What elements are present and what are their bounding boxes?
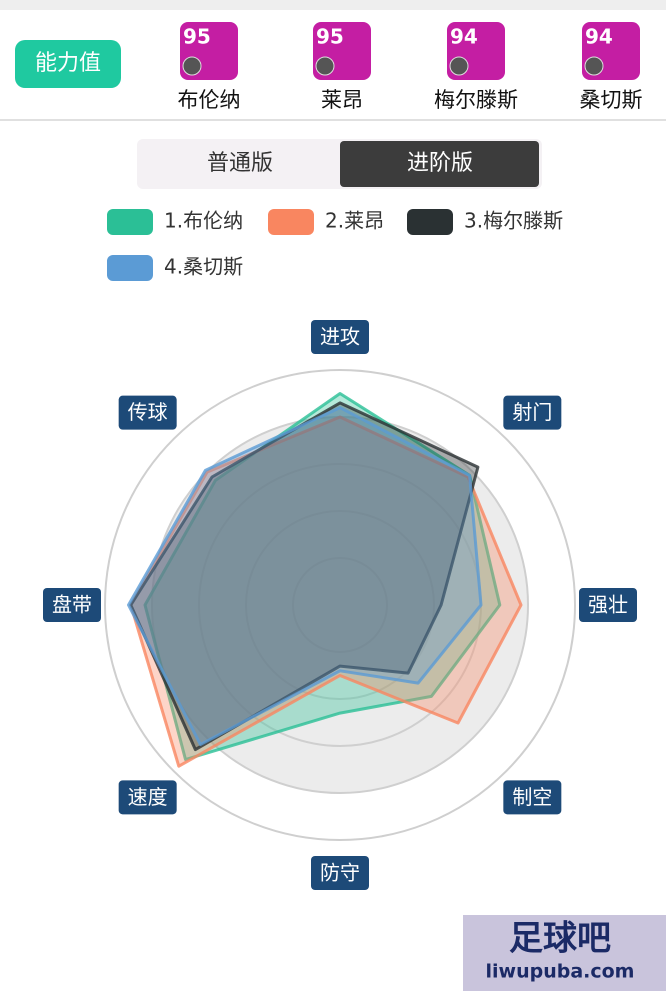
legend-label: 1.布伦纳: [164, 209, 243, 233]
watermark-url: liwupuba.com: [486, 961, 635, 983]
ability-button-label: 能力值: [35, 51, 101, 76]
radar-area: [129, 401, 480, 752]
axis-label-bg: [43, 588, 101, 622]
radar-area: [127, 406, 483, 747]
radar-area: [129, 415, 523, 768]
legend-swatch: [107, 255, 153, 281]
axis-label: 传球: [128, 400, 168, 424]
status-strip: [0, 0, 666, 10]
tab-selected[interactable]: [340, 141, 539, 187]
axis-label: 强壮: [588, 593, 628, 617]
player-rating: 95: [183, 25, 211, 49]
player-name: 莱昂: [321, 88, 363, 112]
player-rating: 94: [450, 25, 478, 49]
axis-label: 防守: [320, 861, 360, 885]
grid-circle: [292, 557, 388, 653]
axis-label: 盘带: [52, 593, 92, 617]
axis-label: 制空: [512, 785, 552, 809]
legend-swatch: [407, 209, 453, 235]
player-name: 梅尔滕斯: [434, 88, 518, 112]
player-name: 布伦纳: [178, 88, 241, 112]
axis-label: 进攻: [320, 325, 360, 349]
axis-label-bg: [118, 780, 177, 815]
legend-label: 2.莱昂: [325, 209, 384, 233]
legend-swatch: [107, 209, 153, 235]
axis-label-bg: [503, 780, 562, 815]
axis-label: 速度: [128, 785, 168, 809]
watermark-bg: [463, 915, 666, 991]
player-badge: [449, 56, 469, 76]
tab-label: 普通版: [207, 151, 273, 176]
player-rating: 94: [585, 25, 613, 49]
legend-label: 3.梅尔滕斯: [464, 209, 563, 233]
axis-label-bg: [118, 395, 177, 430]
player-rating: 95: [316, 25, 344, 49]
axis-label-bg: [311, 320, 369, 354]
player-badge: [315, 56, 335, 76]
grid-circle: [245, 510, 435, 700]
axis-label-bg: [579, 588, 637, 622]
axis-label-bg: [503, 395, 562, 430]
player-badge: [584, 56, 604, 76]
player-badge: [182, 56, 202, 76]
player-name: 桑切斯: [580, 88, 643, 112]
ability-button[interactable]: [15, 40, 121, 88]
watermark-title: 足球吧: [509, 919, 611, 959]
legend-swatch: [268, 209, 314, 235]
tab-label: 进阶版: [407, 151, 473, 176]
axis-label-bg: [311, 856, 369, 890]
legend-label: 4.桑切斯: [164, 255, 243, 279]
axis-label: 射门: [512, 400, 552, 424]
